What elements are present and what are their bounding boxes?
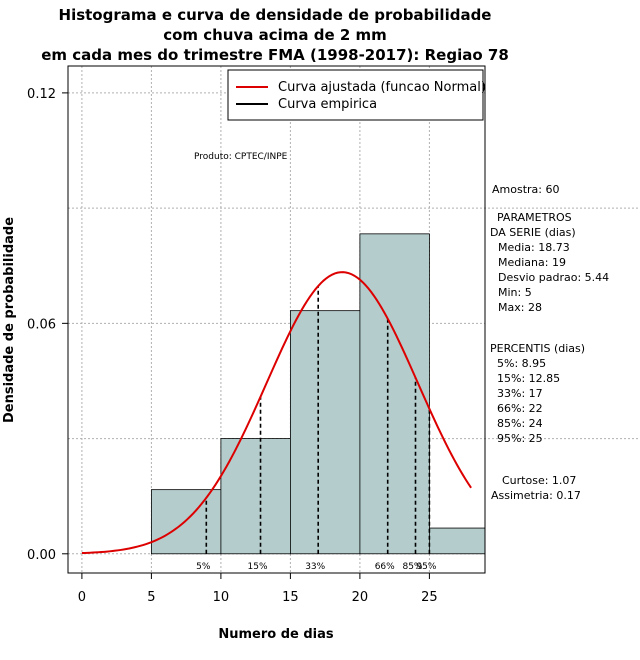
x-tick-label-15: 15	[282, 590, 299, 605]
percentil-66: 66%: 22	[497, 402, 543, 415]
chart-title-line-3: em cada mes do trimestre FMA (1998-2017)…	[41, 46, 509, 64]
fitted-normal-curve	[81, 271, 472, 555]
chart-title-line-1: Histograma e curva de densidade de proba…	[59, 6, 492, 24]
percentil-85: 85%: 24	[497, 417, 543, 430]
percentil-33: 33%: 17	[497, 387, 543, 400]
percentis-title: PERCENTIS (dias)	[490, 342, 585, 355]
assimetria: Assimetria: 0.17	[491, 489, 581, 502]
params-title-line-1: PARAMETROS	[497, 211, 572, 224]
statistics-panel: Amostra: 60 PARAMETROS DA SERIE (dias) M…	[490, 183, 609, 502]
param-mediana: Mediana: 19	[498, 256, 566, 269]
y-tick-label-0.06: 0.06	[27, 317, 56, 332]
histogram-bar-4	[359, 233, 430, 555]
histogram-bar-1	[150, 489, 222, 555]
histogram-bar-5	[428, 527, 486, 555]
y-tick-label-0.00: 0.00	[27, 548, 56, 563]
percentile-label-3: 33%	[305, 562, 325, 572]
percentile-lines: 5% 15% 33% 66% 85%95%	[196, 286, 437, 572]
axes: 0 5 10 15 20 25 0.00 0.06 0.12	[27, 87, 438, 605]
x-tick-label-20: 20	[352, 590, 369, 605]
legend-label-fitted: Curva ajustada (funcao Normal)	[278, 80, 486, 95]
percentil-95: 95%: 25	[497, 432, 543, 445]
params-title-line-2: DA SERIE (dias)	[490, 226, 576, 239]
y-tick-label-0.12: 0.12	[27, 87, 56, 102]
percentile-label-2: 15%	[248, 562, 268, 572]
x-tick-label-10: 10	[213, 590, 230, 605]
percentil-15: 15%: 12.85	[497, 372, 560, 385]
param-desvio: Desvio padrao: 5.44	[498, 271, 609, 284]
legend-label-empirical: Curva empirica	[278, 97, 377, 112]
y-axis-label: Densidade de probabilidade	[2, 217, 17, 423]
x-tick-label-5: 5	[147, 590, 155, 605]
density-curve	[81, 271, 472, 555]
histogram-bar-3	[289, 310, 361, 555]
percentile-label-4: 66%	[375, 562, 395, 572]
x-tick-label-0: 0	[78, 590, 86, 605]
percentil-5: 5%: 8.95	[497, 357, 546, 370]
histogram-bars	[150, 233, 486, 555]
plot-area-border	[67, 65, 486, 574]
histogram-bar-2	[220, 438, 291, 555]
x-tick-label-25: 25	[421, 590, 438, 605]
x-axis-label: Numero de dias	[218, 627, 334, 642]
legend: Curva ajustada (funcao Normal) Curva emp…	[227, 69, 486, 121]
sample-size: Amostra: 60	[492, 183, 559, 196]
curtose: Curtose: 1.07	[502, 474, 576, 487]
product-label: Produto: CPTEC/INPE	[194, 152, 288, 162]
chart-title-line-2: com chuva acima de 2 mm	[163, 26, 387, 44]
legend-box	[227, 69, 484, 121]
param-max: Max: 28	[498, 301, 542, 314]
param-min: Min: 5	[498, 286, 532, 299]
percentile-label-6: 95%	[416, 562, 436, 572]
param-media: Media: 18.73	[498, 241, 570, 254]
percentile-label-1: 5%	[196, 562, 211, 572]
percentile-label-5: 85%	[402, 562, 422, 572]
